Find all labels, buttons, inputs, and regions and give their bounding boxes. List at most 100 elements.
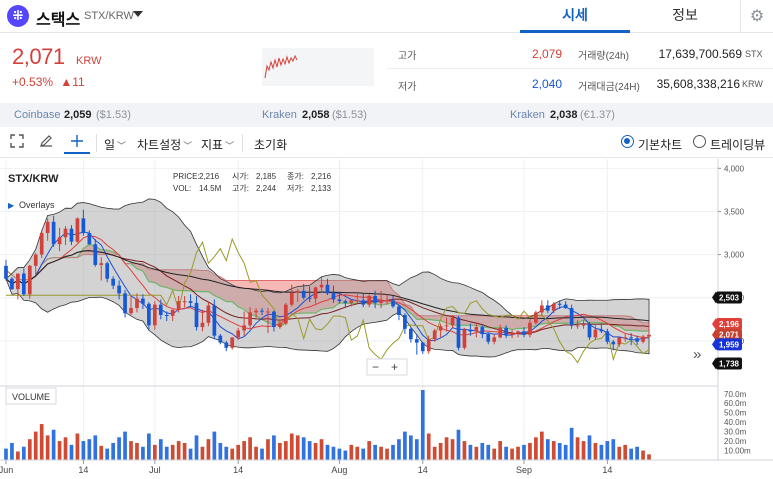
price-badge-pointer (712, 317, 716, 330)
pencil-icon[interactable] (34, 132, 58, 154)
volume-bar (397, 439, 401, 460)
volume-bar (289, 433, 294, 460)
candle-body (647, 334, 651, 337)
expand-icon[interactable] (5, 132, 29, 154)
time-tick-label: 14 (602, 465, 612, 475)
volume-tick-label: 10.00m (724, 447, 751, 456)
exchange-name[interactable]: Kraken (510, 109, 545, 121)
volume-value: 17,639,700.569 (658, 47, 742, 61)
candle-body (563, 304, 568, 309)
candle-body (135, 298, 139, 309)
overlays-label[interactable]: Overlays (19, 200, 55, 210)
candle-body (123, 293, 127, 314)
volume-bar (563, 444, 568, 460)
exchange-price-bar: Coinbase 2,059 ($1.53) Kraken 2,058 ($1.… (0, 103, 773, 127)
top-header: ⁜ 스택스 STX/KRW 시세 정보 ⚙ (0, 0, 773, 33)
price-tick-label: 4,000 (724, 164, 745, 173)
candle-body (438, 326, 443, 331)
candle-body (605, 331, 610, 342)
chart-canvas[interactable]: 4,0003,5003,0002,5002,00070.0m60.0m50.0m… (0, 159, 773, 479)
candle-body (182, 301, 187, 303)
reset-button[interactable]: 초기화 (254, 138, 288, 152)
volume-bar (212, 431, 217, 460)
volume-bar (278, 442, 282, 460)
chart-settings-dropdown[interactable]: 차트설정 ﹀ (137, 136, 192, 153)
volume-bar (498, 441, 503, 460)
volume-bar (39, 424, 44, 460)
time-tick-label: 14 (418, 465, 428, 475)
tab-market[interactable]: 시세 (520, 0, 630, 33)
candle-body (212, 305, 217, 336)
tradingview-radio[interactable] (693, 135, 706, 148)
volume-bar (522, 444, 526, 460)
volume-bar (557, 442, 562, 460)
exchange-usd: ($1.53) (96, 109, 131, 121)
coin-pair[interactable]: STX/KRW (84, 10, 134, 22)
candle-body (313, 287, 318, 299)
legend-open-label: 시가: (232, 172, 249, 181)
volume-label: 거래량(24h) (578, 51, 629, 62)
basic-chart-label[interactable]: 기본차트 (638, 138, 683, 152)
candle-body (432, 330, 437, 340)
exchange-name[interactable]: Coinbase (14, 109, 61, 121)
price-badge-pointer (712, 338, 716, 351)
volume-bar (551, 441, 556, 460)
candle-body (403, 314, 407, 329)
volume-bar (617, 446, 622, 460)
coin-name[interactable]: 스택스 (36, 12, 81, 29)
volume-bar (635, 446, 639, 460)
volume-bar (409, 435, 413, 460)
volume-bar (188, 448, 193, 460)
period-dropdown[interactable]: 일 ﹀ (104, 136, 126, 153)
legend-low-value: 2,133 (311, 184, 332, 193)
amount-label: 거래대금(24H) (578, 82, 640, 93)
toolbar-divider (242, 134, 243, 152)
volume-bar (158, 439, 163, 460)
amount-value: 35,608,338,216 (656, 77, 740, 91)
candle-body (504, 327, 508, 335)
volume-tick-label: 20.0m (724, 437, 747, 446)
volume-bar (105, 448, 110, 460)
candle-body (575, 325, 580, 327)
scroll-right-button[interactable]: » (693, 346, 701, 363)
zoom-out-button[interactable]: − (372, 360, 379, 374)
candle-body (510, 333, 514, 335)
candles (4, 209, 651, 355)
overlays-toggle-icon[interactable]: ▶ (8, 201, 15, 210)
volume-tick-label: 50.0m (724, 409, 747, 418)
crosshair-icon[interactable] (64, 132, 90, 154)
candle-body (444, 325, 449, 327)
volume-bar (516, 446, 520, 460)
tradingview-label[interactable]: 트레이딩뷰 (710, 138, 766, 152)
volume-bar (272, 435, 276, 460)
tab-info[interactable]: 정보 (672, 7, 698, 23)
basic-chart-radio[interactable] (621, 135, 634, 148)
volume-title-box (5, 387, 57, 405)
volume-bar (456, 429, 461, 460)
candle-body (420, 342, 425, 352)
candle-body (498, 327, 503, 338)
legend-open-value: 2,185 (256, 172, 277, 181)
volume-bar (325, 444, 330, 460)
price-chart[interactable]: 4,0003,5003,0002,5002,00070.0m60.0m50.0m… (0, 159, 773, 479)
candle-body (367, 296, 372, 305)
zoom-in-button[interactable]: + (391, 360, 398, 374)
candle-body (81, 218, 86, 234)
caret-down-icon[interactable] (132, 9, 144, 22)
candle-body (248, 312, 252, 326)
candle-body (426, 339, 431, 352)
volume-bar (218, 442, 223, 460)
time-tick-label: Jun (0, 465, 13, 475)
legend-vol-value: 14.5M (199, 184, 222, 193)
legend-price-label: PRICE: (173, 172, 200, 181)
candle-body (516, 331, 520, 334)
volume-bar (176, 441, 181, 460)
volume-bar (599, 444, 604, 460)
gear-icon[interactable]: ⚙ (740, 0, 773, 33)
candle-body (170, 309, 175, 316)
bollinger-bands (5, 198, 650, 358)
indicators-dropdown[interactable]: 지표 ﹀ (201, 136, 234, 153)
exchange-name[interactable]: Kraken (262, 109, 297, 121)
candle-body (623, 337, 628, 339)
price-summary: 2,071 KRW +0.53% ▲11 고가 2,079 거래량(24h) 1… (0, 34, 773, 102)
